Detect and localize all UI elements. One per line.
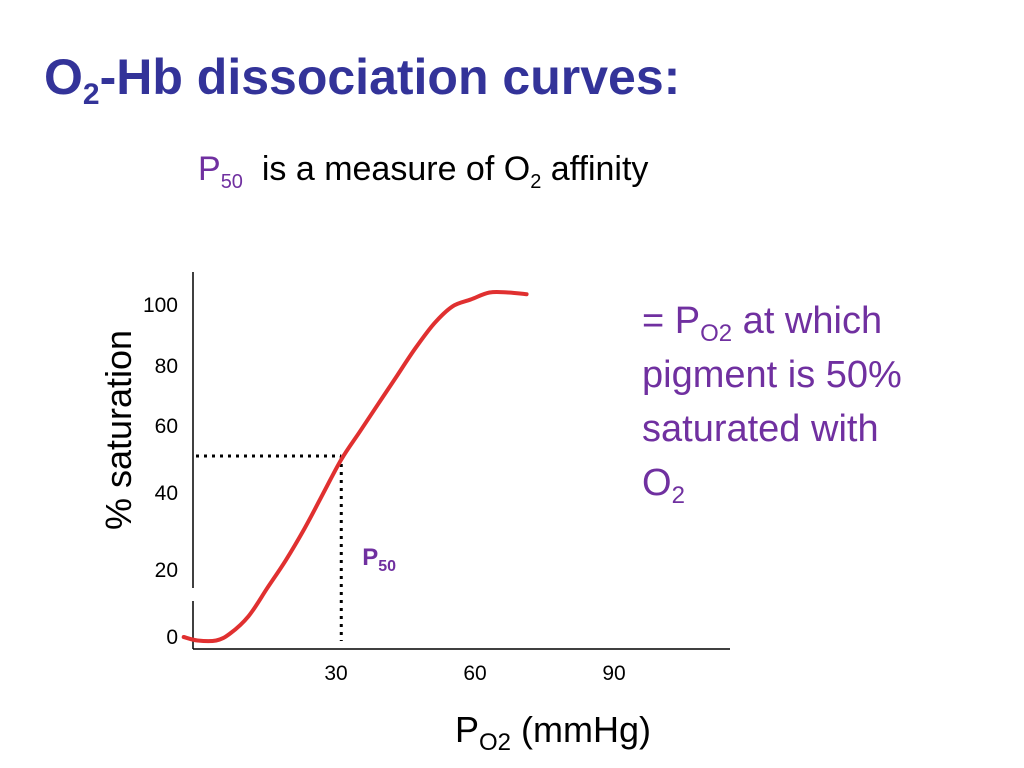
x-axis-title-p: P — [455, 709, 479, 750]
x-axis-title-unit: (mmHg) — [511, 709, 651, 750]
title-o: O — [44, 49, 83, 105]
definition-line-2: pigment is 50% — [642, 354, 902, 396]
x-tick-label: 60 — [463, 662, 486, 685]
definition-prefix: = P — [642, 300, 701, 342]
definition-line-4: O2 — [642, 456, 992, 510]
p50-definition: = PO2 at which pigment is 50% saturated … — [642, 294, 992, 510]
y-tick-label: 100 — [143, 294, 178, 317]
definition-o-subscript: 2 — [671, 482, 685, 509]
y-tick-label: 80 — [155, 355, 178, 378]
y-tick-label: 0 — [166, 626, 178, 649]
y-tick-label: 20 — [155, 559, 178, 582]
slide-title: O2-Hb dissociation curves: — [44, 49, 681, 110]
definition-line-3: saturated with — [642, 408, 879, 450]
p50-label: P50 — [362, 544, 396, 575]
x-tick-labels: 30 60 90 — [324, 662, 625, 685]
y-tick-label: 40 — [155, 482, 178, 505]
subtitle-p-subscript: 50 — [220, 171, 243, 193]
definition-o: O — [642, 462, 672, 504]
x-tick-label: 90 — [602, 662, 625, 685]
dissociation-curve — [181, 289, 529, 644]
title-rest: -Hb dissociation curves: — [99, 49, 681, 105]
x-tick-label: 30 — [324, 662, 347, 685]
definition-line-1: = PO2 at which — [642, 294, 992, 348]
title-subscript: 2 — [82, 78, 100, 111]
subtitle-o-subscript: 2 — [530, 171, 542, 193]
definition-po2-subscript: O2 — [700, 320, 733, 347]
subtitle: P50 is a measure of O2 affinity — [198, 150, 649, 192]
p50-label-subscript: 50 — [378, 558, 396, 575]
subtitle-p: P — [198, 150, 221, 188]
y-axis-title: % saturation — [98, 330, 139, 530]
definition-suffix: at which — [732, 300, 883, 342]
p50-label-p: P — [362, 544, 378, 571]
y-tick-label: 60 — [155, 415, 178, 438]
subtitle-text: is a measure of O — [261, 150, 531, 188]
subtitle-end: affinity — [550, 150, 649, 188]
x-axis-title-subscript: O2 — [479, 729, 511, 756]
y-tick-labels: 100 80 60 40 20 0 — [143, 294, 178, 649]
x-axis-title: PO2 (mmHg) — [455, 709, 651, 756]
